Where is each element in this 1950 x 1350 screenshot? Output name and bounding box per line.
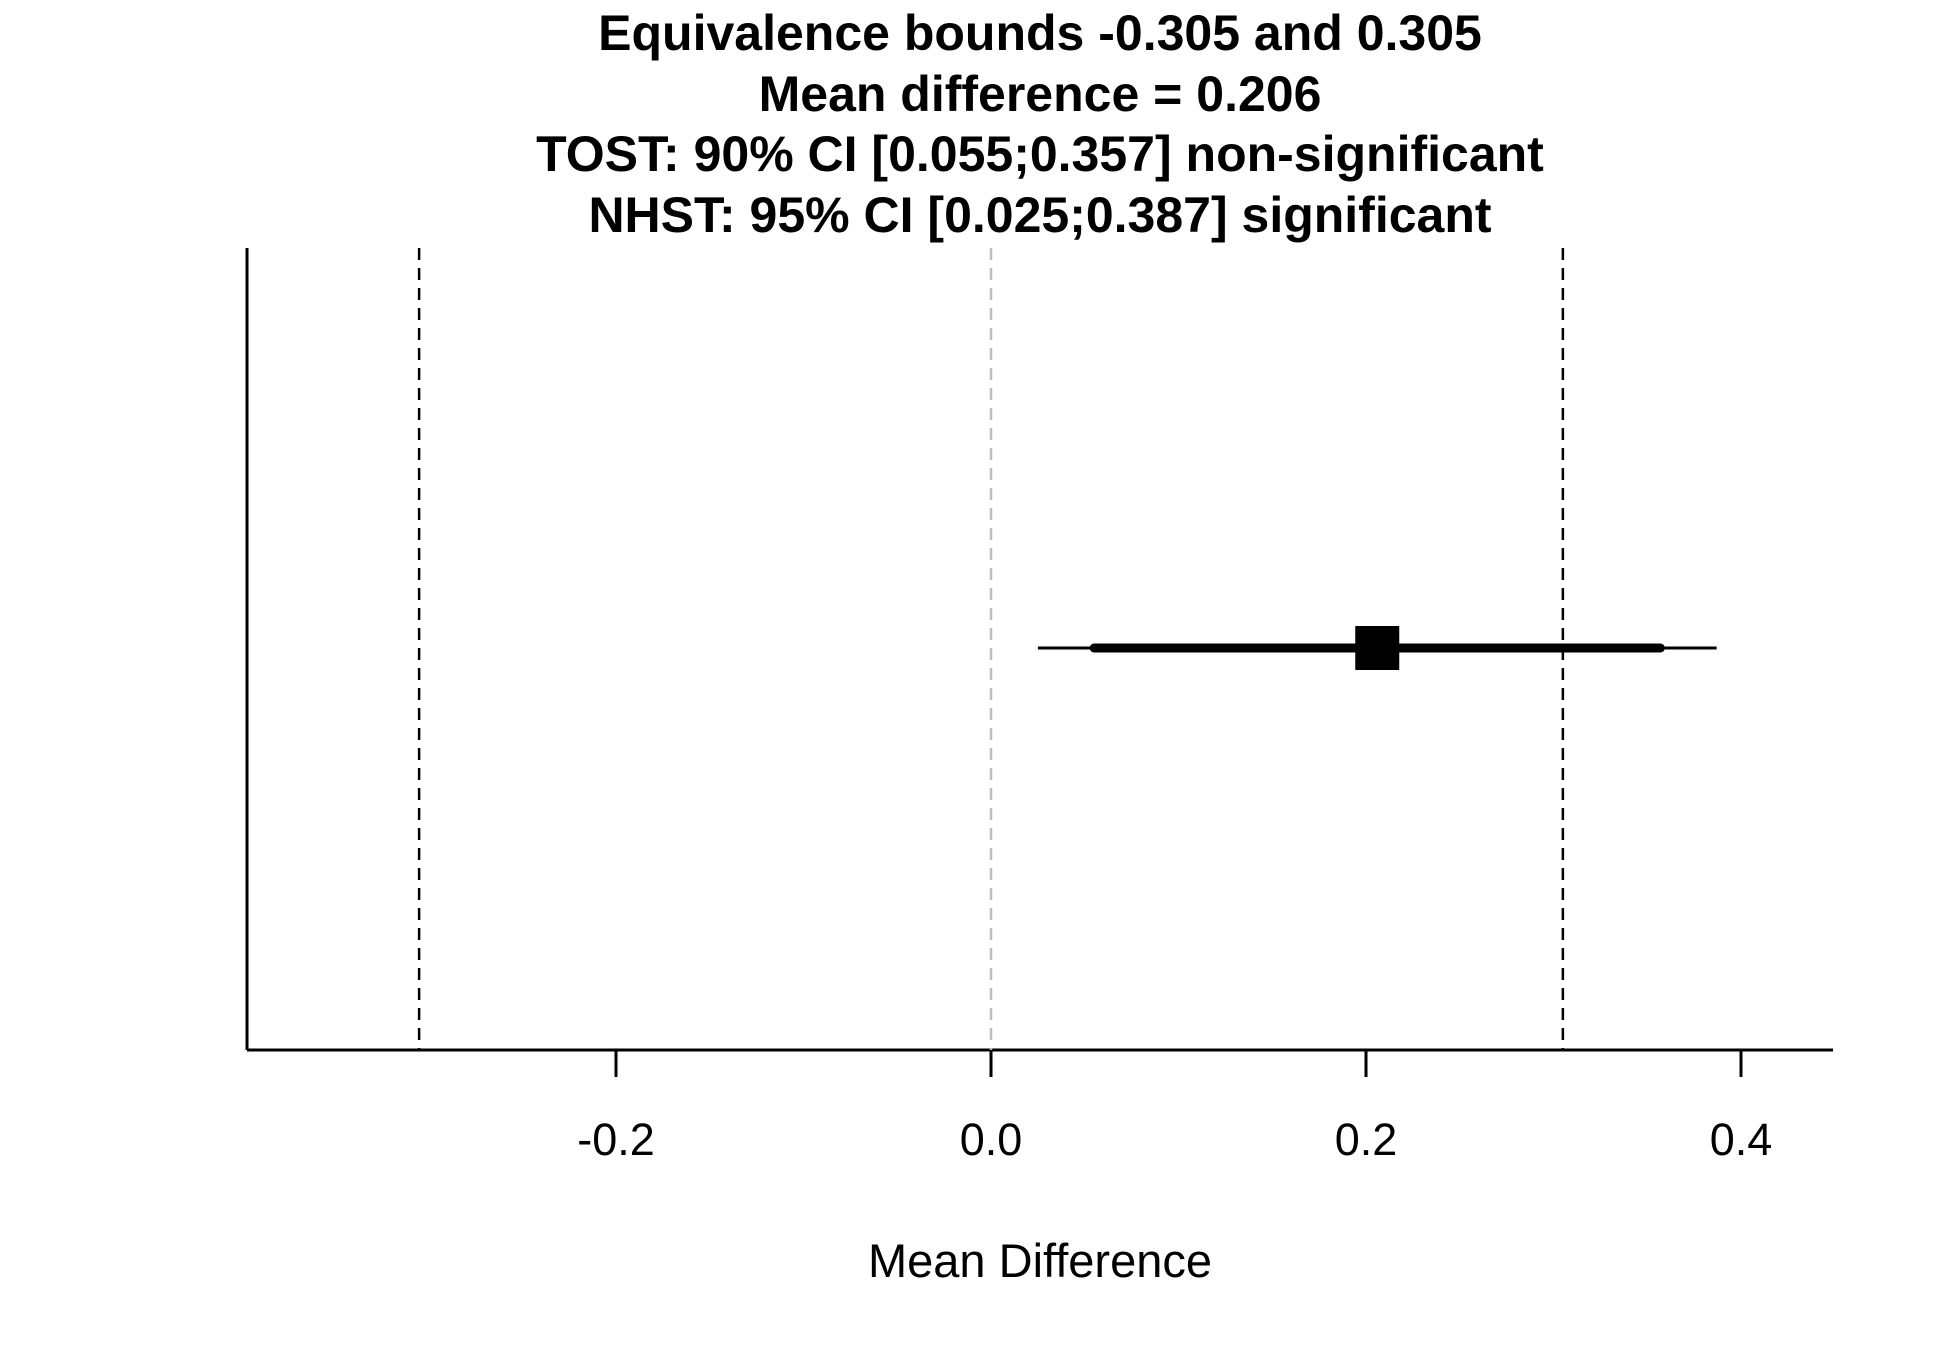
mean-difference-point [1355,626,1400,670]
x-tick-label-2: 0.2 [1335,1114,1398,1165]
x-tick-label-1: 0.0 [960,1114,1023,1165]
title-line-1: Equivalence bounds -0.305 and 0.305 [598,5,1482,61]
title-line-4: NHST: 95% CI [0.025;0.387] significant [588,187,1491,243]
x-axis-label: Mean Difference [868,1234,1212,1287]
chart-title: Equivalence bounds -0.305 and 0.305 Mean… [536,5,1544,243]
title-line-2: Mean difference = 0.206 [759,66,1322,122]
plot-area: -0.2 0.0 0.2 0.4 [245,248,1833,1165]
x-tick-label-0: -0.2 [577,1114,655,1165]
x-tick-label-3: 0.4 [1710,1114,1773,1165]
title-line-3: TOST: 90% CI [0.055;0.357] non-significa… [536,126,1544,182]
